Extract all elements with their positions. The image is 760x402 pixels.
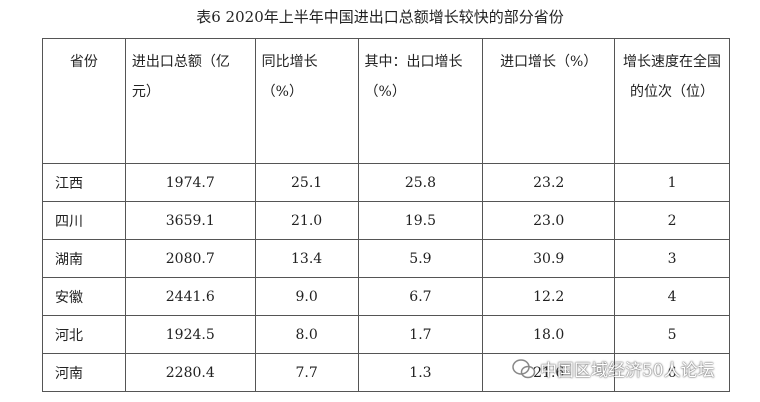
table-cell: 8.0 (254, 315, 359, 354)
table-cell: 5 (614, 315, 730, 354)
table-cell: 21.0 (254, 201, 359, 240)
table-body: 江西 1974.7 25.1 25.8 23.2 1 四川 3659.1 21.0 19.5 23.… (42, 163, 730, 392)
table-cell: 9.0 (254, 277, 359, 316)
table-header: 省份 进出口总额（亿元） 同比增长（%） 其中：出口增长（%） 进口增长（%） 增长速度在… (42, 38, 730, 164)
header-cell: 其中：出口增长（%） (357, 38, 484, 164)
header-cell: 增长速度在全国的位次（位） (614, 38, 730, 164)
table-row: 河南 2280.4 7.7 1.3 21.6 6 (42, 353, 730, 392)
header-cell: 进口增长（%） (482, 38, 616, 164)
table-cell: 2441.6 (124, 277, 256, 316)
header-cell: 同比增长（%） (254, 38, 359, 164)
table-cell: 河北 (42, 315, 126, 354)
table-cell: 3 (614, 239, 730, 278)
table-cell: 湖南 (42, 239, 126, 278)
table-cell: 2080.7 (124, 239, 256, 278)
table-cell: 7.7 (254, 353, 359, 392)
table-cell: 21.6 (482, 353, 616, 392)
table-cell: 江西 (42, 163, 126, 202)
table-row: 安徽 2441.6 9.0 6.7 12.2 4 (42, 277, 730, 316)
data-table: 省份 进出口总额（亿元） 同比增长（%） 其中：出口增长（%） 进口增长（%） 增长速度在… (42, 38, 730, 392)
table-cell: 30.9 (482, 239, 616, 278)
watermark-text: 中国区域经济50人论坛 (540, 361, 715, 381)
header-cell: 进出口总额（亿元） (124, 38, 256, 164)
table-cell: 1924.5 (124, 315, 256, 354)
table-cell: 25.1 (254, 163, 359, 202)
table-cell: 12.2 (482, 277, 616, 316)
table-cell: 5.9 (357, 239, 484, 278)
table-cell: 3659.1 (124, 201, 256, 240)
table-cell: 安徽 (42, 277, 126, 316)
table-cell: 四川 (42, 201, 126, 240)
table-row: 河北 1924.5 8.0 1.7 18.0 5 (42, 315, 730, 354)
header-row: 省份 进出口总额（亿元） 同比增长（%） 其中：出口增长（%） 进口增长（%） 增长速度在… (42, 38, 730, 164)
table-cell: 25.8 (357, 163, 484, 202)
table-cell: 1974.7 (124, 163, 256, 202)
table-cell: 2 (614, 201, 730, 240)
table-cell: 1.7 (357, 315, 484, 354)
watermark: 中国区域经济50人论坛 (512, 356, 715, 381)
table-cell: 18.0 (482, 315, 616, 354)
table-cell: 19.5 (357, 201, 484, 240)
table-cell: 6 (614, 353, 730, 392)
table-cell: 6.7 (357, 277, 484, 316)
table-title: 表6 2020年上半年中国进出口总额增长较快的部分省份 (196, 8, 564, 26)
table-cell: 4 (614, 277, 730, 316)
table-cell: 2280.4 (124, 353, 256, 392)
table-cell: 13.4 (254, 239, 359, 278)
table-row: 江西 1974.7 25.1 25.8 23.2 1 (42, 163, 730, 202)
table-cell: 1.3 (357, 353, 484, 392)
table-cell: 河南 (42, 353, 126, 392)
table-cell: 23.2 (482, 163, 616, 202)
table-cell: 1 (614, 163, 730, 202)
wechat-icon (512, 358, 536, 378)
table-row: 四川 3659.1 21.0 19.5 23.0 2 (42, 201, 730, 240)
table-row: 湖南 2080.7 13.4 5.9 30.9 3 (42, 239, 730, 278)
header-cell: 省份 (42, 38, 126, 164)
table-cell: 23.0 (482, 201, 616, 240)
